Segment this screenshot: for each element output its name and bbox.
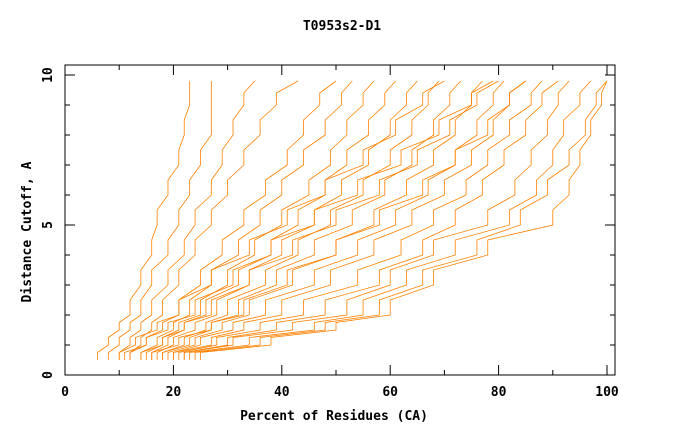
series-line-13 [173,80,526,360]
series-line-14 [178,80,543,360]
series-line-12 [173,80,505,360]
series-line-6 [145,80,375,360]
x-tick-label: 20 [166,385,182,400]
axis-ticks [64,65,615,376]
y-tick-label: 0 [41,371,56,379]
x-tick-label: 40 [274,385,290,400]
series-line-23 [124,80,494,360]
tick-labels: 0 20 40 60 80 100 0 5 10 [41,67,619,400]
series-line-20 [140,80,499,360]
series-line-17 [189,80,592,360]
series-line-15 [183,80,559,360]
series-line-2 [118,80,255,360]
x-tick-label: 0 [61,385,69,400]
plot-frame [64,64,616,376]
y-tick-label: 5 [41,221,56,229]
series-lines [97,80,608,360]
series-line-19 [200,80,608,360]
x-axis-label: Percent of Residues (CA) [240,409,428,424]
y-tick-label: 10 [41,67,56,83]
series-line-21 [151,80,526,360]
y-axis-label: Distance Cutoff, A [20,161,35,302]
series-line-3 [129,80,299,360]
series-line-8 [156,80,418,360]
series-line-9 [162,80,440,360]
x-tick-label: 80 [491,385,507,400]
x-tick-label: 100 [595,385,619,400]
series-line-5 [140,80,353,360]
chart-title: T0953s2-D1 [303,19,381,34]
series-line-4 [129,80,337,360]
series-line-22 [118,80,445,360]
series-line-10 [162,80,461,360]
series-line-0 [97,81,191,360]
series-line-18 [194,80,608,360]
x-tick-label: 60 [382,385,398,400]
series-line-16 [183,80,570,360]
series-line-1 [107,81,212,360]
